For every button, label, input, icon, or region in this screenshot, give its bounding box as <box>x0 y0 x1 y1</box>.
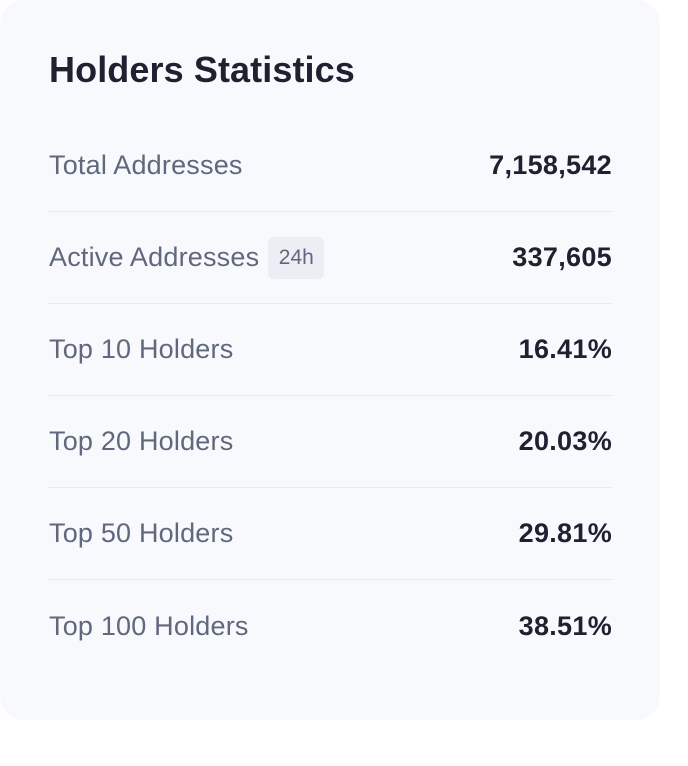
stat-row-total-addresses: Total Addresses 7,158,542 <box>49 120 612 212</box>
stat-label: Top 10 Holders <box>49 334 234 364</box>
stat-row-top-100-holders: Top 100 Holders 38.51% <box>49 580 612 672</box>
stat-label-group: Total Addresses <box>49 150 243 181</box>
stat-value: 16.41% <box>518 334 612 364</box>
stat-label-group: Top 10 Holders <box>49 334 233 365</box>
stat-value: 29.81% <box>518 518 612 548</box>
stat-row-active-addresses: Active Addresses 24h 337,605 <box>49 212 612 304</box>
stat-label: Active Addresses <box>49 242 260 272</box>
stat-label: Top 50 Holders <box>49 518 234 548</box>
stats-list: Total Addresses 7,158,542 Active Address… <box>49 120 612 672</box>
stat-label-group: Top 20 Holders <box>49 426 233 457</box>
stat-row-top-10-holders: Top 10 Holders 16.41% <box>49 304 612 396</box>
stat-row-top-50-holders: Top 50 Holders 29.81% <box>49 488 612 580</box>
card-title: Holders Statistics <box>49 49 355 90</box>
stat-label-group: Active Addresses 24h <box>49 236 325 279</box>
stat-value: 38.51% <box>518 610 612 641</box>
stat-label-group: Top 100 Holders <box>49 611 249 642</box>
holders-statistics-card: Holders Statistics Total Addresses 7,158… <box>49 49 612 672</box>
timeframe-badge: 24h <box>268 236 325 279</box>
stat-value: 20.03% <box>518 426 612 456</box>
stat-row-top-20-holders: Top 20 Holders 20.03% <box>49 396 612 488</box>
stat-label: Total Addresses <box>49 150 243 180</box>
stat-label: Top 20 Holders <box>49 426 234 456</box>
stat-label-group: Top 50 Holders <box>49 518 233 549</box>
stat-label: Top 100 Holders <box>49 610 249 641</box>
stat-value: 337,605 <box>512 242 612 272</box>
stat-value: 7,158,542 <box>489 150 612 180</box>
